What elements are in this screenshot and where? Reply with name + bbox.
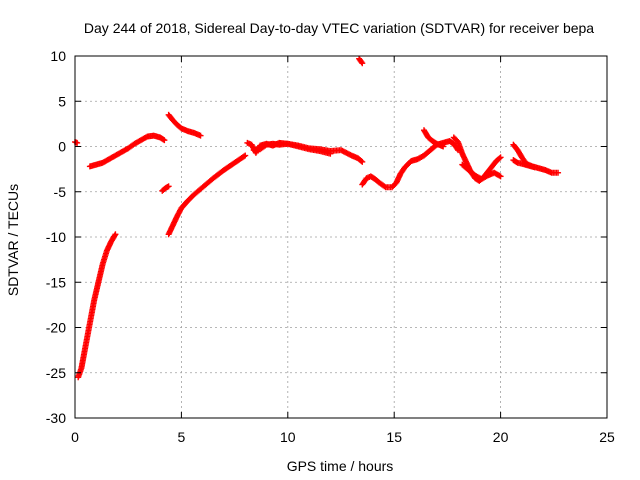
y-tick-label: -10 <box>46 229 66 245</box>
data-point <box>496 172 503 179</box>
x-tick-label: 15 <box>386 429 402 445</box>
x-tick-label: 0 <box>71 429 79 445</box>
x-tick-label: 5 <box>178 429 186 445</box>
data-points <box>72 55 562 381</box>
data-point <box>358 157 365 164</box>
y-tick-label: 0 <box>58 139 66 155</box>
y-axis-label: SDTVAR / TECUs <box>5 184 21 296</box>
data-point <box>111 232 118 239</box>
data-point <box>358 59 365 66</box>
y-tick-label: 5 <box>58 93 66 109</box>
y-tick-label: 10 <box>50 48 66 64</box>
data-point <box>161 137 168 144</box>
y-tick-label: -30 <box>46 410 66 426</box>
x-axis-label: GPS time / hours <box>287 458 394 474</box>
data-point <box>497 154 504 161</box>
axes: 0 5 10 15 20 25 -30 -25 -20 -15 -10 -5 0 5 10 <box>46 48 615 445</box>
data-point <box>440 143 447 150</box>
grid <box>75 56 607 418</box>
chart-title: Day 244 of 2018, Sidereal Day-to-day VTE… <box>84 20 594 36</box>
data-point <box>241 153 248 160</box>
y-tick-label: -5 <box>54 184 67 200</box>
data-point <box>165 183 172 190</box>
data-point <box>242 152 249 159</box>
x-tick-label: 10 <box>280 429 296 445</box>
y-tick-label: -15 <box>46 274 66 290</box>
data-point <box>531 164 538 171</box>
data-point <box>497 173 504 180</box>
data-point <box>359 158 366 165</box>
data-point <box>555 169 562 176</box>
x-tick-label: 25 <box>599 429 615 445</box>
y-tick-label: -25 <box>46 365 66 381</box>
data-point <box>359 60 366 67</box>
y-tick-label: -20 <box>46 320 66 336</box>
data-point <box>381 183 388 190</box>
data-point <box>112 231 119 238</box>
data-point <box>197 132 204 139</box>
x-tick-label: 20 <box>493 429 509 445</box>
data-point <box>327 150 334 157</box>
data-point <box>496 155 503 162</box>
